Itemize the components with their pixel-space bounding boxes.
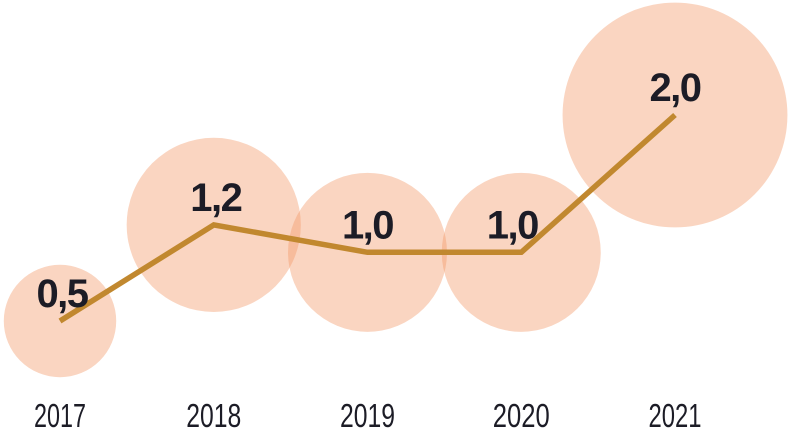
value-label: 1,0 [487, 203, 538, 247]
x-tick-label: 2020 [493, 397, 550, 432]
x-tick-label: 2018 [186, 397, 241, 432]
bubble [562, 2, 788, 228]
x-tick-label: 2019 [340, 397, 395, 432]
bubbles-layer [3, 2, 788, 378]
value-label: 0,5 [36, 272, 88, 316]
value-label: 2,0 [649, 66, 700, 110]
trend-line [58, 112, 677, 324]
x-tick-label: 2017 [34, 397, 86, 432]
value-label: 1,0 [342, 203, 393, 247]
value-labels-layer: 0,5 1,2 1,0 1,0 2,0 [36, 66, 702, 316]
value-label: 1,2 [190, 176, 241, 220]
x-tick-label: 2021 [649, 397, 702, 432]
x-axis-layer: 2017 2018 2019 2020 2021 [34, 397, 702, 432]
